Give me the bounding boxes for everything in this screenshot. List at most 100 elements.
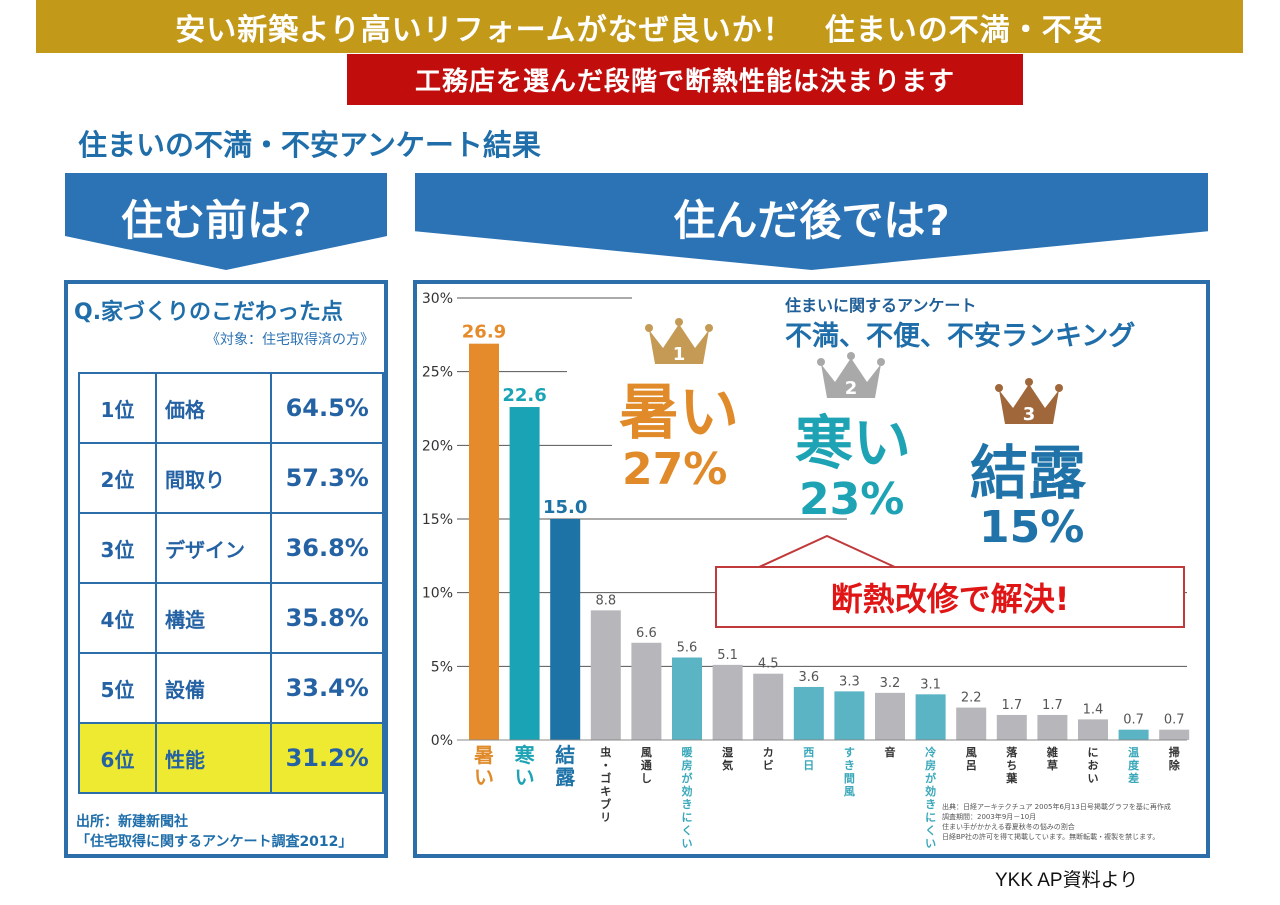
x-tick-label: 冷房が効きにくい (925, 745, 936, 850)
rank-cell: 2位 (77, 442, 158, 514)
data-label: 3.2 (880, 676, 901, 691)
question-title: Q.家づくりのこだわった点 (74, 300, 344, 325)
y-tick-label: 5% (431, 659, 453, 675)
x-tick-label: 寒い (515, 743, 536, 789)
bar (996, 714, 1027, 740)
data-label: 1.7 (1042, 698, 1063, 713)
item-cell: 構造 (155, 582, 273, 654)
data-label: 2.2 (961, 691, 982, 706)
after-header: 住んだ後では? (415, 173, 1208, 270)
chart-source-line: 住まい手がかかえる春夏秋冬の悩みの割合 (942, 823, 1075, 831)
rank-2-percent: 23% (799, 474, 905, 525)
before-panel: Q.家づくりのこだわった点 《対象：住宅取得済の方》 1位 価格 64.5% 2位 間取… (64, 280, 388, 858)
bar (509, 407, 540, 740)
x-tick-label: 風通し (641, 746, 652, 785)
y-tick-label: 30% (422, 291, 453, 307)
ranking-row: 2位 間取り 57.3% (77, 442, 384, 514)
value-cell: 31.2% (270, 722, 384, 794)
x-tick-label: 音 (885, 745, 896, 759)
data-label: 26.9 (462, 322, 506, 343)
x-tick-label: カビ (763, 746, 774, 772)
data-label: 0.7 (1164, 713, 1185, 728)
crown-1-number: 1 (673, 344, 686, 365)
survey-subtitle: 住まいに関するアンケート (785, 296, 977, 315)
data-label: 4.5 (758, 657, 779, 672)
x-tick-label: 西日 (803, 746, 814, 772)
chart-source-line: 出典：日経アーキテクチュア 2005年6月13日号掲載グラフを基に再作成 (942, 803, 1171, 811)
y-tick-label: 0% (431, 733, 453, 749)
bar (631, 642, 662, 740)
data-label: 15.0 (543, 497, 587, 518)
bar (875, 692, 905, 740)
value-cell: 36.8% (270, 512, 384, 584)
data-label: 6.6 (636, 626, 657, 641)
x-tick-label: 暖房が効きにくい (682, 745, 694, 850)
bar (712, 664, 743, 740)
x-tick-label: 雑草 (1046, 745, 1058, 772)
crown-1-icon: 1 (645, 318, 713, 365)
value-cell: 35.8% (270, 582, 384, 654)
x-tick-label: におい (1088, 746, 1099, 785)
bar (590, 610, 621, 740)
bar (550, 519, 581, 740)
crown-3-icon: 3 (995, 378, 1063, 425)
credit: YKK AP資料より (995, 870, 1139, 891)
rank-cell: 5位 (77, 652, 158, 724)
rank-2-word: 寒い (795, 409, 912, 477)
callout-box: 断熱改修で解決! (715, 566, 1185, 628)
ranking-row: 6位 性能 31.2% (77, 722, 384, 794)
crown-3-number: 3 (1023, 404, 1036, 425)
bar (1078, 719, 1108, 740)
rank-cell: 3位 (77, 512, 158, 584)
rank-cell: 1位 (77, 372, 158, 444)
chart-source-line: 調査期間：2003年9月－10月 (942, 813, 1037, 821)
source-survey: 「住宅取得に関するアンケート調査2012」 (76, 834, 353, 850)
item-cell: 間取り (155, 442, 273, 514)
x-tick-label: すき間風 (844, 746, 855, 798)
y-tick-label: 20% (422, 438, 453, 454)
before-header: 住む前は？ (65, 173, 387, 270)
callout-text: 断熱改修で解決! (830, 580, 1070, 618)
x-tick-label: 落ち葉 (1005, 745, 1018, 785)
data-label: 8.8 (595, 593, 616, 608)
after-header-label: 住んだ後では? (673, 196, 950, 245)
question-target: 《対象：住宅取得済の方》 (206, 332, 374, 348)
bar (915, 694, 946, 740)
ranking-row: 3位 デザイン 36.8% (77, 512, 384, 584)
item-cell: 設備 (155, 652, 273, 724)
data-label: 3.1 (920, 677, 941, 692)
data-label: 5.1 (717, 648, 738, 663)
source-publisher: 出所：新建新聞社 (76, 814, 188, 830)
data-label: 5.6 (677, 640, 698, 655)
bar (956, 707, 987, 740)
data-label: 1.7 (1001, 698, 1022, 713)
x-tick-label: 温度差 (1128, 745, 1140, 785)
value-cell: 57.3% (270, 442, 384, 514)
crown-2-number: 2 (845, 378, 858, 399)
rank-cell: 6位 (77, 722, 158, 794)
section-title: 住まいの不満・不安アンケート結果 (78, 128, 541, 162)
ranking-row: 1位 価格 64.5% (77, 372, 384, 444)
bar (1037, 714, 1068, 740)
bar (793, 686, 824, 740)
value-cell: 33.4% (270, 652, 384, 724)
value-cell: 64.5% (270, 372, 384, 444)
ranking-row: 5位 設備 33.4% (77, 652, 384, 724)
x-tick-label: 結露 (555, 743, 576, 789)
rank-1-percent: 27% (622, 444, 728, 495)
x-tick-label: 暑い (474, 743, 494, 789)
y-tick-label: 25% (422, 365, 453, 381)
bar (469, 343, 499, 740)
x-tick-label: 風呂 (966, 746, 977, 772)
chart-source: 出典：日経アーキテクチュア 2005年6月13日号掲載グラフを基に再作成 調査期… (942, 802, 1171, 842)
ranking-row: 4位 構造 35.8% (77, 582, 384, 654)
item-cell: 価格 (155, 372, 273, 444)
data-label: 0.7 (1123, 713, 1144, 728)
x-tick-label: 虫・ゴキブリ (600, 745, 611, 824)
top-banner: 安い新築より高いリフォームがなぜ良いか！ 住まいの不満・不安 (36, 0, 1243, 53)
crown-2-icon: 2 (817, 352, 885, 399)
data-label: 1.4 (1083, 702, 1104, 717)
data-label: 3.3 (839, 674, 860, 689)
x-tick-label: 掃除 (1169, 745, 1181, 772)
bar (672, 657, 702, 740)
